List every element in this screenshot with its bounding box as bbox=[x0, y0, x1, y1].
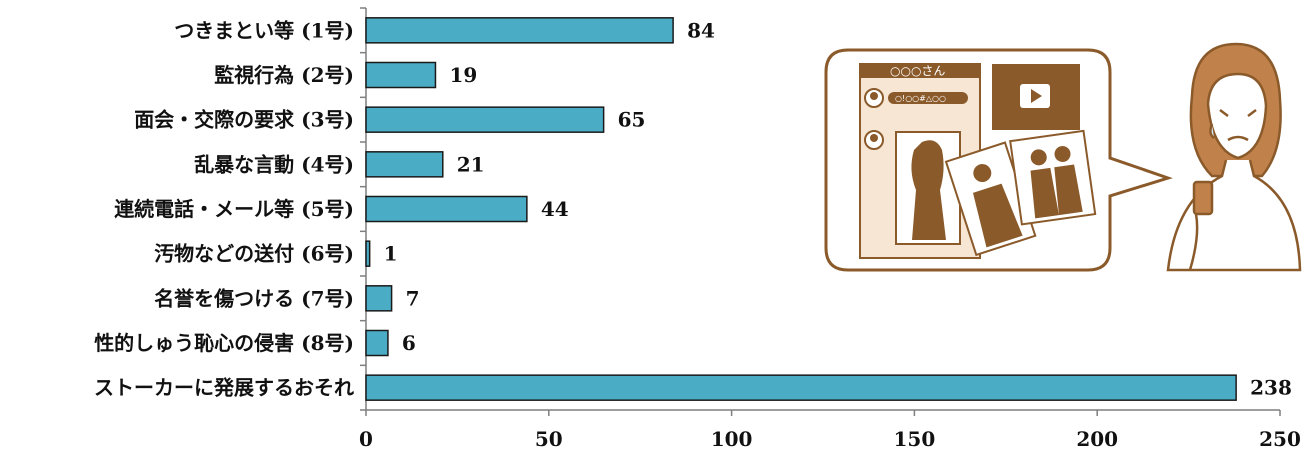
x-tick-label: 50 bbox=[535, 427, 563, 451]
category-label: 乱暴な言動 (4号) bbox=[194, 152, 354, 176]
category-label: 名誉を傷つける (7号) bbox=[154, 286, 354, 310]
chat-message-text: ○!○○#△○○ bbox=[895, 94, 946, 103]
category-label: 連続電話・メール等 (5号) bbox=[114, 197, 354, 221]
bar bbox=[366, 107, 604, 132]
category-label: 性的しゅう恥心の侵害 (8号) bbox=[94, 331, 354, 355]
x-tick-label: 100 bbox=[711, 427, 753, 451]
category-label: 面会・交際の要求 (3号) bbox=[134, 108, 354, 132]
category-label: つきまとい等 (1号) bbox=[174, 18, 354, 42]
category-label: ストーカーに発展するおそれ bbox=[94, 376, 354, 400]
value-label: 65 bbox=[618, 108, 646, 132]
x-tick-label: 250 bbox=[1259, 427, 1301, 451]
value-label: 1 bbox=[384, 242, 398, 266]
value-label: 44 bbox=[541, 197, 569, 221]
plot-area: 0 50 100 150 200 250 つきまとい等 (1号) 84 監視行為 (2号) 19 面… bbox=[94, 8, 1301, 451]
chat-header-name: ○○○さん bbox=[890, 64, 945, 78]
x-tick-label: 0 bbox=[359, 427, 373, 451]
bar bbox=[366, 62, 435, 87]
bar bbox=[366, 375, 1236, 400]
bar bbox=[366, 330, 388, 355]
value-label: 19 bbox=[449, 63, 477, 87]
woman-figure bbox=[1168, 44, 1300, 270]
avatar-head-2 bbox=[870, 134, 878, 142]
value-label: 238 bbox=[1250, 376, 1292, 400]
bar bbox=[366, 241, 370, 266]
category-label: 監視行為 (2号) bbox=[214, 63, 354, 87]
bar bbox=[366, 18, 673, 43]
bar bbox=[366, 196, 527, 221]
category-label: 汚物などの送付 (6号) bbox=[154, 242, 354, 266]
avatar-head bbox=[870, 92, 878, 100]
value-label: 7 bbox=[406, 286, 420, 310]
value-label: 84 bbox=[687, 18, 715, 42]
x-tick-label: 200 bbox=[1076, 427, 1118, 451]
x-tick-label: 150 bbox=[894, 427, 936, 451]
bar bbox=[366, 152, 443, 177]
value-label: 6 bbox=[402, 331, 416, 355]
bar bbox=[366, 286, 392, 311]
stalker-illustration: ○○○さん ○!○○#△○○ bbox=[826, 44, 1300, 270]
value-label: 21 bbox=[457, 152, 485, 176]
